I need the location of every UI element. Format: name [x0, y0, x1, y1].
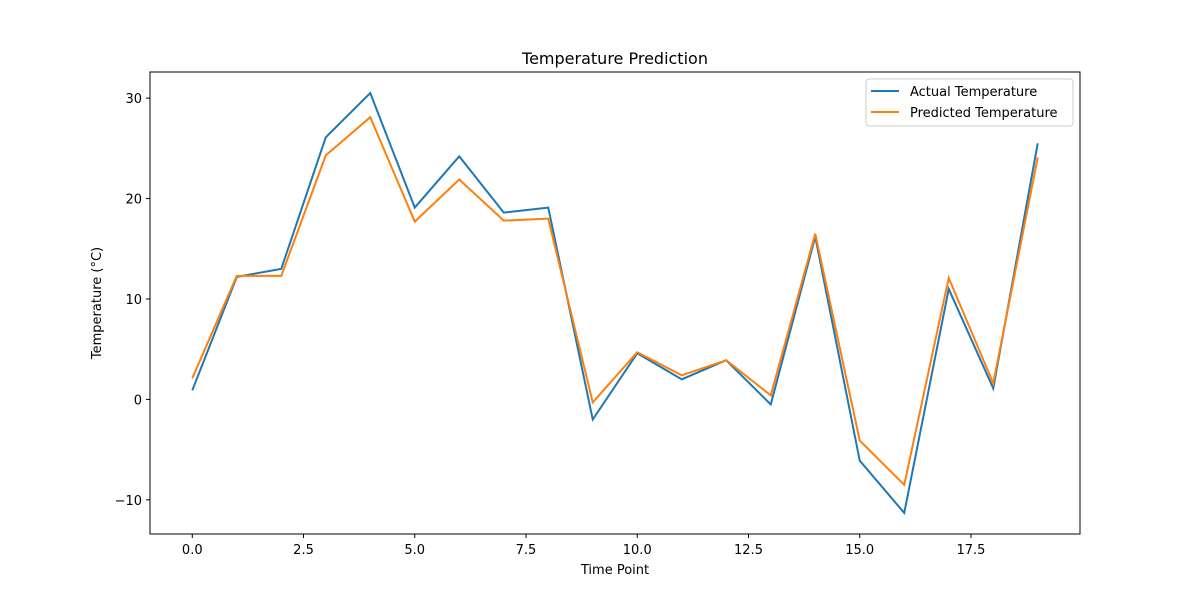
x-tick-label: 2.5 [293, 543, 314, 558]
legend-label: Predicted Temperature [910, 106, 1058, 121]
axes-frame [149, 71, 1081, 535]
plot-area [191, 91, 1039, 516]
x-tick-label: 5.0 [404, 543, 425, 558]
x-axis-label: Time Point [580, 563, 649, 578]
y-tick-label: −10 [115, 494, 142, 509]
y-tick-label: 0 [134, 393, 142, 408]
x-axis: 0.0 2.5 5.0 7.5 10.0 12.5 15.0 17.5 [182, 534, 986, 558]
legend-box [865, 78, 1074, 127]
legend-label: Actual Temperature [910, 85, 1037, 100]
x-tick-label: 12.5 [734, 543, 763, 558]
series-line-predicted [191, 115, 1039, 487]
legend: Actual Temperature Predicted Temperature [865, 78, 1074, 127]
x-tick-label: 15.0 [845, 543, 874, 558]
x-tick-label: 10.0 [623, 543, 652, 558]
x-tick-label: 17.5 [957, 543, 986, 558]
x-tick-label: 7.5 [516, 543, 537, 558]
y-axis: −10 0 10 20 30 [115, 92, 150, 509]
series-line-actual [191, 91, 1039, 516]
y-axis-label: Temperature (°C) [90, 247, 105, 360]
chart-title: Temperature Prediction [521, 49, 708, 68]
y-tick-label: 10 [125, 293, 142, 308]
y-tick-label: 20 [125, 193, 142, 208]
y-tick-label: 30 [125, 92, 142, 107]
x-tick-label: 0.0 [182, 543, 203, 558]
